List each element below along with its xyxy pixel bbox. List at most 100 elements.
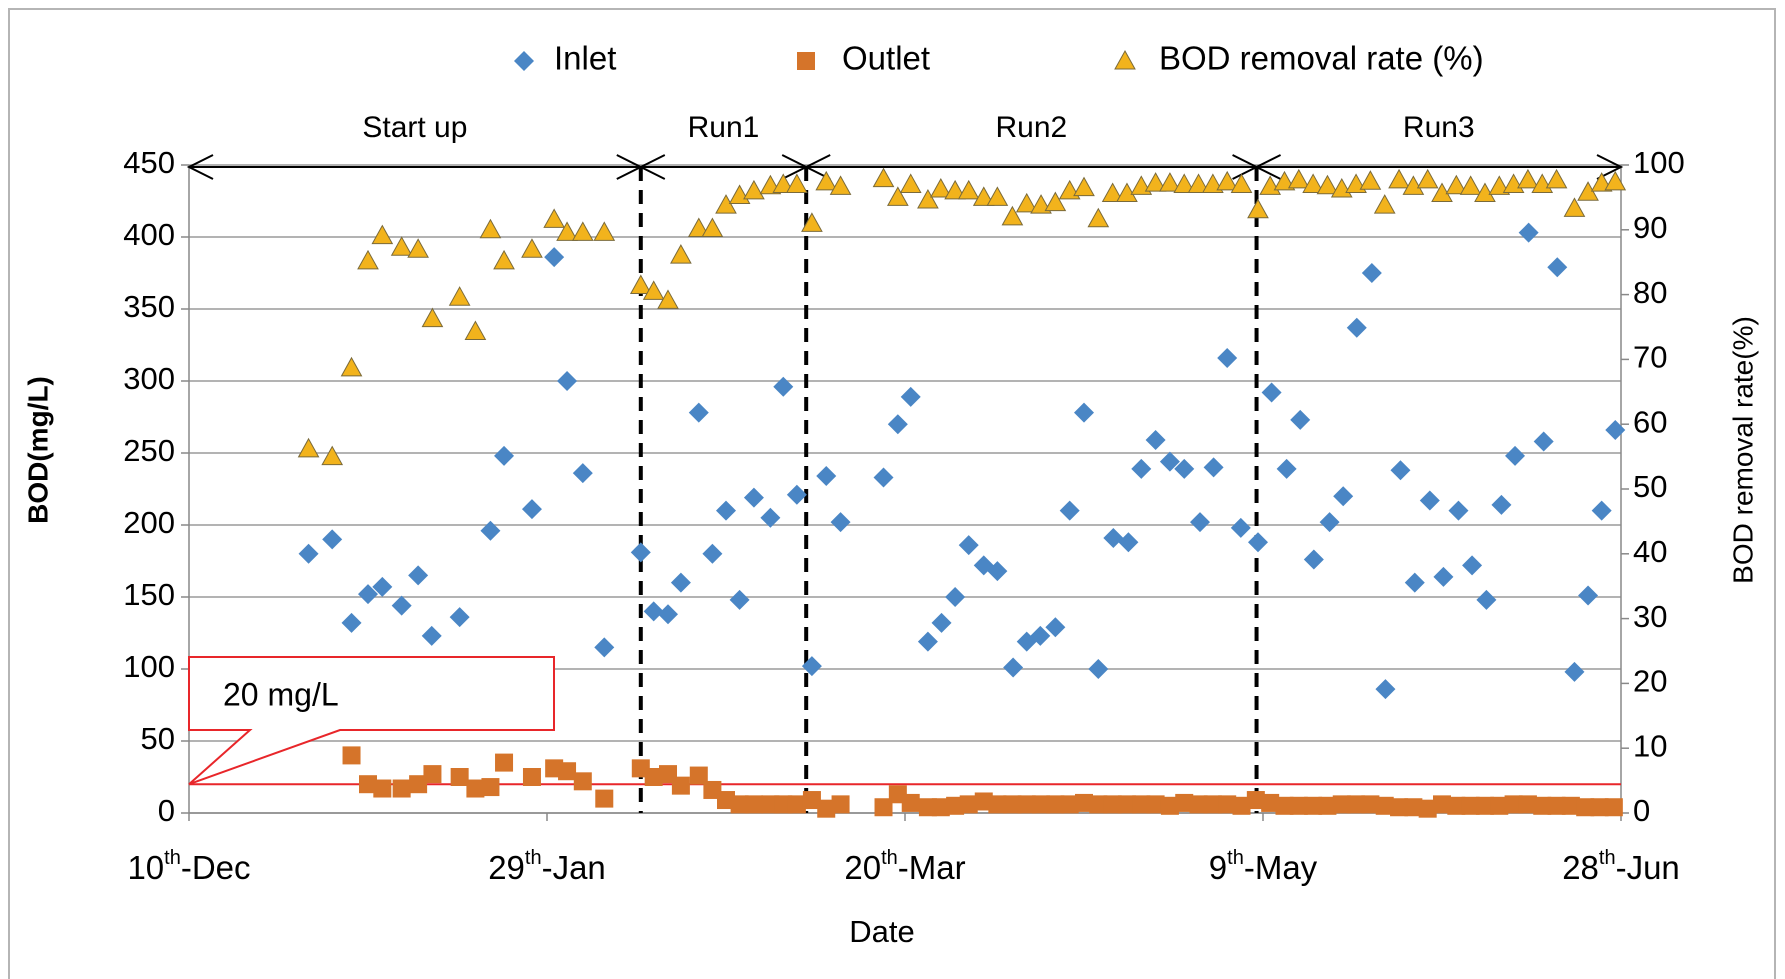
point [715,194,737,214]
point [1332,795,1351,814]
point [987,561,1008,582]
point [917,631,938,652]
y-tick-label: 50 [141,721,175,756]
point [1445,174,1468,195]
point [322,529,343,550]
point [1590,798,1609,817]
point [298,543,319,564]
point [1273,170,1296,191]
point [642,280,665,300]
point [1015,192,1038,213]
point [481,778,500,797]
point [1533,431,1554,452]
point [359,775,377,794]
x-tick-label: 10th-Dec [127,847,250,885]
point [1132,795,1151,814]
point [1087,207,1110,228]
point [449,607,470,628]
point [1173,173,1196,193]
point [900,386,921,407]
point [392,779,411,798]
point [1160,796,1179,815]
point [373,779,392,798]
point [450,768,469,786]
point [1318,796,1337,815]
point [1232,796,1251,815]
point [873,467,894,488]
point [544,247,565,268]
point [772,173,795,193]
phase-label: Run2 [996,111,1068,144]
point [479,218,502,239]
x-axis-title: Date [849,914,914,949]
point [407,238,429,258]
point [658,604,679,625]
point [1316,174,1339,195]
point [1217,347,1238,368]
point [494,445,515,466]
point [929,177,952,198]
point [817,799,836,818]
point [1261,793,1280,812]
point [1230,517,1251,538]
x-tick-label: 9th-May [1209,847,1318,885]
y2-tick-label: 50 [1633,469,1667,504]
point [297,437,320,458]
point [1101,182,1124,203]
point [1517,168,1539,189]
point [1131,458,1152,479]
point [321,445,344,466]
point [717,791,735,810]
point [421,625,442,646]
y2-tick-label: 10 [1633,728,1667,763]
point [744,795,763,814]
point [1361,795,1380,814]
point [1604,170,1627,191]
point [671,776,690,795]
point [1074,402,1094,423]
point [358,584,378,605]
point [657,289,679,309]
x-tick-label: 20th-Mar [844,847,965,885]
point [1419,490,1440,511]
point [1159,451,1180,472]
point [1247,198,1269,219]
point [495,753,514,772]
point [1145,430,1166,451]
point [1046,795,1065,814]
point [341,612,362,633]
point [1347,795,1366,814]
point [357,249,379,270]
point [644,768,663,786]
legend-marker [797,52,815,70]
point [558,762,577,781]
point [1505,445,1526,466]
point [1030,625,1051,646]
legend-label: Inlet [554,40,616,77]
point [830,512,851,533]
y-tick-label: 150 [123,577,175,612]
point [593,221,616,241]
point [957,179,980,200]
y2-tick-label: 70 [1633,340,1667,375]
point [1404,798,1423,817]
point [815,170,838,191]
point [1059,500,1080,521]
point [1388,168,1410,189]
point [972,186,995,206]
point [1287,168,1310,189]
point [1416,168,1439,189]
point [829,175,852,195]
point [743,179,765,200]
point [1303,549,1324,570]
point [1576,798,1595,817]
y2-tick-label: 60 [1633,404,1667,439]
phase-label: Start up [362,111,467,144]
point [543,208,566,228]
point [670,572,691,593]
legend-label: Outlet [842,40,930,77]
point [342,746,361,765]
point [1003,657,1024,678]
point [1175,793,1194,812]
point [1418,799,1437,818]
